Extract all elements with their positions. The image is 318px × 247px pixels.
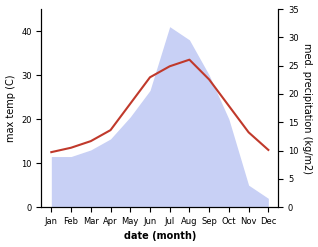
Y-axis label: max temp (C): max temp (C) xyxy=(5,74,16,142)
X-axis label: date (month): date (month) xyxy=(124,231,196,242)
Y-axis label: med. precipitation (kg/m2): med. precipitation (kg/m2) xyxy=(302,43,313,174)
